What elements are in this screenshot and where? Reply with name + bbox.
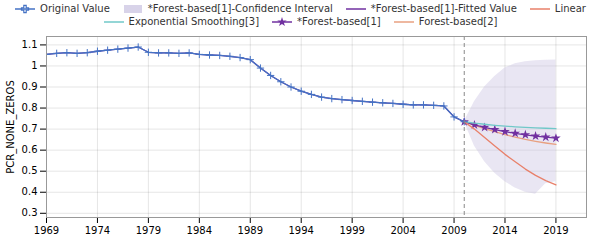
svg-text:0.8: 0.8 [22, 102, 38, 113]
svg-text:1989: 1989 [238, 225, 263, 236]
svg-text:1999: 1999 [339, 225, 364, 236]
svg-text:0.9: 0.9 [22, 81, 38, 92]
html-text:*Forest-based[1]: *Forest-based[1] [297, 16, 381, 27]
svg-text:0.7: 0.7 [22, 123, 38, 134]
html-text:*Forest-based[1]-Confidence In: *Forest-based[1]-Confidence Interval [147, 3, 333, 14]
html-text:Exponential Smoothing[3]: Exponential Smoothing[3] [128, 16, 260, 27]
html-text:*Forest-based[1]-Fitted Value: *Forest-based[1]-Fitted Value [370, 3, 517, 14]
html-text:Original Value: Original Value [40, 3, 110, 14]
svg-text:0.5: 0.5 [22, 165, 38, 176]
svg-text:2014: 2014 [492, 225, 517, 236]
svg-text:2004: 2004 [390, 225, 415, 236]
svg-text:1: 1 [31, 60, 37, 71]
svg-text:0.6: 0.6 [22, 144, 38, 155]
html-text:Linear: Linear [554, 3, 586, 14]
svg-text:0.4: 0.4 [22, 186, 38, 197]
svg-text:1969: 1969 [34, 225, 59, 236]
svg-text:1974: 1974 [85, 225, 110, 236]
svg-text:1.1: 1.1 [22, 39, 38, 50]
svg-text:PCR_NONE_ZEROS: PCR_NONE_ZEROS [5, 80, 17, 173]
svg-text:1979: 1979 [136, 225, 161, 236]
svg-text:2019: 2019 [543, 225, 568, 236]
svg-text:1984: 1984 [187, 225, 212, 236]
svg-text:2009: 2009 [441, 225, 466, 236]
svg-text:0.3: 0.3 [22, 207, 38, 218]
svg-text:1994: 1994 [288, 225, 313, 236]
html-text:Forest-based[2]: Forest-based[2] [418, 16, 498, 27]
